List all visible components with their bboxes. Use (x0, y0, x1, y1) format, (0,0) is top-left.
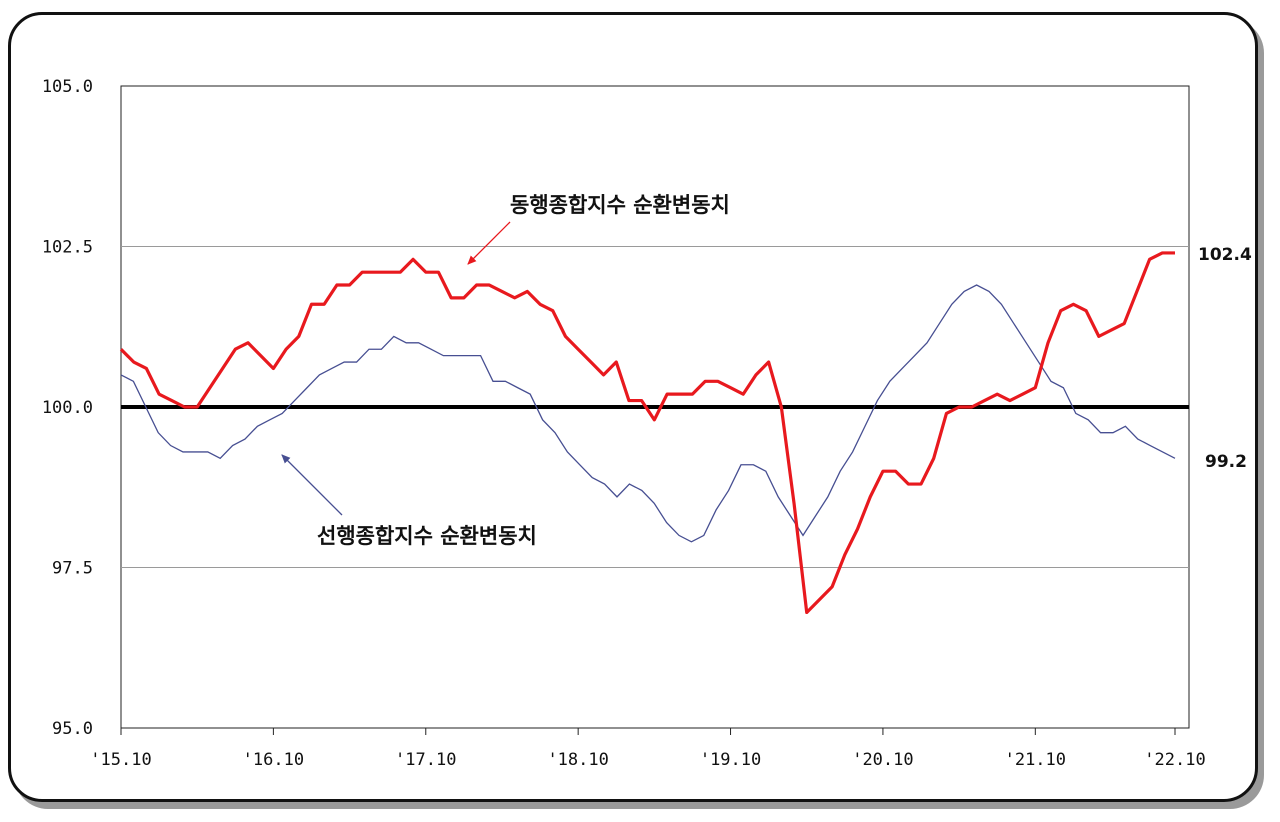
x-axis-ticks: '15.10 '16.10 '17.10 '18.10 '19.10 '20.10 '21.… (90, 750, 1205, 770)
series-leading-index-line (120, 284, 1176, 543)
leading-arrow (281, 454, 343, 516)
x-tick-label: '21.10 (1005, 750, 1066, 770)
x-tick-label: '17.10 (395, 750, 456, 770)
y-tick-label: 100.0 (42, 398, 93, 418)
x-axis-tick-marks (120, 728, 1176, 735)
series-coincident-index-line (119, 251, 1175, 615)
coincident-arrow (467, 221, 511, 265)
x-tick-label: '20.10 (852, 750, 913, 770)
x-tick-label: '18.10 (547, 750, 608, 770)
x-tick-label: '16.10 (243, 750, 304, 770)
y-axis-ticks: 105.0 102.5 100.0 97.5 95.0 (42, 77, 93, 739)
y-tick-label: 95.0 (52, 719, 93, 739)
y-tick-label: 102.5 (42, 238, 93, 258)
coincident-annotation: 동행종합지수 순환변동치 (510, 193, 730, 217)
x-tick-label: '19.10 (700, 750, 761, 770)
coincident-end-value: 102.4 (1198, 245, 1252, 265)
leading-annotation: 선행종합지수 순환변동치 (317, 524, 537, 548)
x-tick-label: '15.10 (90, 750, 151, 770)
x-tick-label: '22.10 (1144, 750, 1205, 770)
y-tick-label: 97.5 (52, 559, 93, 579)
leading-end-value: 99.2 (1205, 452, 1247, 472)
y-tick-label: 105.0 (42, 77, 93, 97)
